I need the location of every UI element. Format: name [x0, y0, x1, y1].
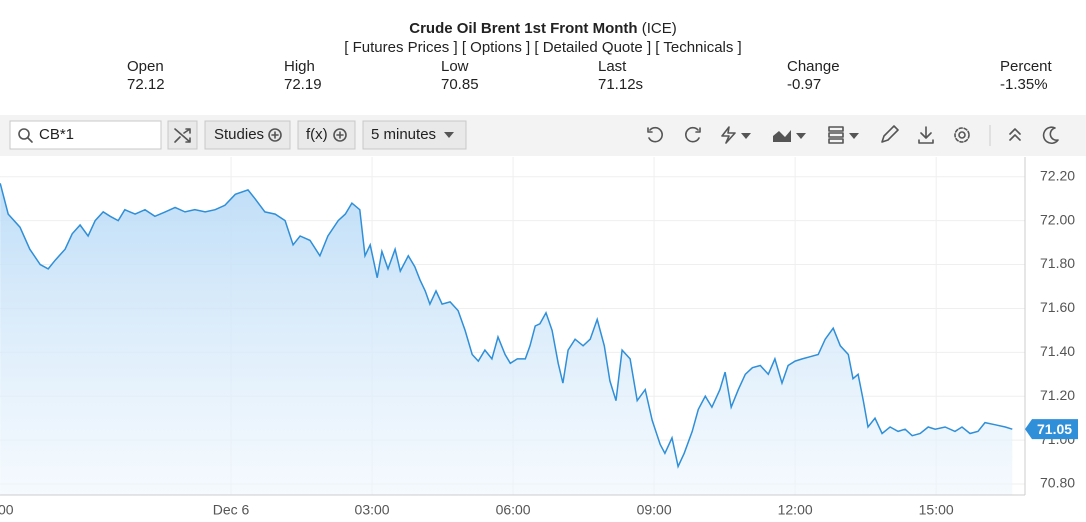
studies-label: Studies: [214, 126, 264, 143]
header-link[interactable]: [ Futures Prices ]: [344, 39, 457, 56]
interval-label: 5 minutes: [371, 126, 436, 143]
quote-value: 70.85: [441, 76, 479, 93]
plus-icon: [271, 131, 279, 139]
title: Crude Oil Brent 1st Front Month: [409, 20, 637, 37]
header-title: Crude Oil Brent 1st Front Month (ICE): [409, 20, 677, 37]
symbol-search[interactable]: [9, 120, 162, 150]
chart-type-icon[interactable]: [773, 130, 791, 142]
interval-button[interactable]: [362, 120, 467, 150]
quote-value: 72.12: [127, 76, 165, 93]
last-price-tag: [1025, 419, 1078, 440]
quote-label: Open: [127, 58, 164, 75]
plus-icon: [333, 128, 347, 142]
compare-icon: [174, 128, 191, 143]
search-icon: [18, 128, 30, 140]
area: [0, 183, 1013, 495]
dropdown-arrow: [741, 133, 751, 139]
x-tick-label: 09:00: [637, 502, 672, 518]
y-tick-label: 72.00: [1040, 211, 1075, 227]
x-tick-label: 19:00: [0, 502, 14, 518]
settings-icon[interactable]: [954, 127, 970, 143]
pencil-icon[interactable]: [881, 125, 899, 143]
layout-icon: [828, 132, 844, 138]
header-link[interactable]: [ Detailed Quote ]: [534, 39, 651, 56]
collapse-icon[interactable]: [1009, 128, 1021, 141]
x-tick-label: 15:00: [919, 502, 954, 518]
series: [0, 183, 1013, 495]
header-link[interactable]: [ Technicals ]: [655, 39, 741, 56]
line: [0, 183, 1013, 469]
quote-value: 72.19: [284, 76, 322, 93]
last-price-label: 71.05: [1037, 421, 1072, 437]
quote-label: Last: [598, 58, 627, 75]
plus-icon: [268, 128, 282, 142]
dropdown-arrow: [849, 133, 859, 139]
plus-icon: [336, 131, 344, 139]
exchange: (ICE): [642, 20, 677, 37]
quote-label: High: [284, 58, 315, 75]
layout-icon: [828, 138, 844, 144]
search-icon-handle: [27, 137, 33, 143]
quote-value: -0.97: [787, 76, 821, 93]
y-tick-label: 71.60: [1040, 299, 1075, 315]
dropdown-arrow: [796, 133, 806, 139]
quote-label: Low: [441, 58, 469, 75]
y-tick-label: 71.20: [1040, 387, 1075, 403]
quote-label: Percent: [1000, 58, 1053, 75]
download-icon[interactable]: [918, 126, 934, 144]
layout-icon[interactable]: [828, 126, 844, 132]
plot: [0, 157, 1025, 495]
x-tick-label: 06:00: [496, 502, 531, 518]
quote-label: Change: [787, 58, 840, 75]
dropdown-arrow: [444, 132, 454, 138]
quote-value: 71.12s: [598, 76, 643, 93]
y-tick-label: 70.80: [1040, 475, 1075, 491]
theme-icon[interactable]: [1042, 126, 1059, 145]
undo-icon[interactable]: [647, 126, 663, 143]
y-tick-label: 72.20: [1040, 167, 1075, 183]
quote-value: -1.35%: [1000, 76, 1048, 93]
function-label: f(x): [306, 126, 328, 143]
x-tick-label: 03:00: [355, 502, 390, 518]
y-tick-label: 71.80: [1040, 255, 1075, 271]
links-line: [ Futures Prices ] [ Options ] [ Detaile…: [344, 39, 741, 56]
toolbar-icons: [647, 125, 1059, 146]
y-tick-label: 71.40: [1040, 343, 1075, 359]
settings-icon: [958, 131, 966, 139]
x-tick-label: Dec 6: [213, 502, 250, 518]
draw-icon[interactable]: [721, 126, 736, 144]
redo-icon[interactable]: [685, 126, 701, 143]
symbol: CB*1: [39, 126, 74, 143]
x-tick-label: 12:00: [778, 502, 813, 518]
header-links: [ Futures Prices ] [ Options ] [ Detaile…: [344, 39, 741, 56]
header-link[interactable]: [ Options ]: [462, 39, 530, 56]
